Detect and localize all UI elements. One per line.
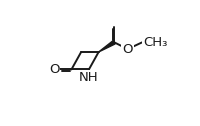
Polygon shape <box>99 41 115 52</box>
Text: O: O <box>122 43 133 56</box>
Text: CH₃: CH₃ <box>143 36 167 49</box>
Text: O: O <box>49 63 59 76</box>
Text: NH: NH <box>79 71 99 84</box>
